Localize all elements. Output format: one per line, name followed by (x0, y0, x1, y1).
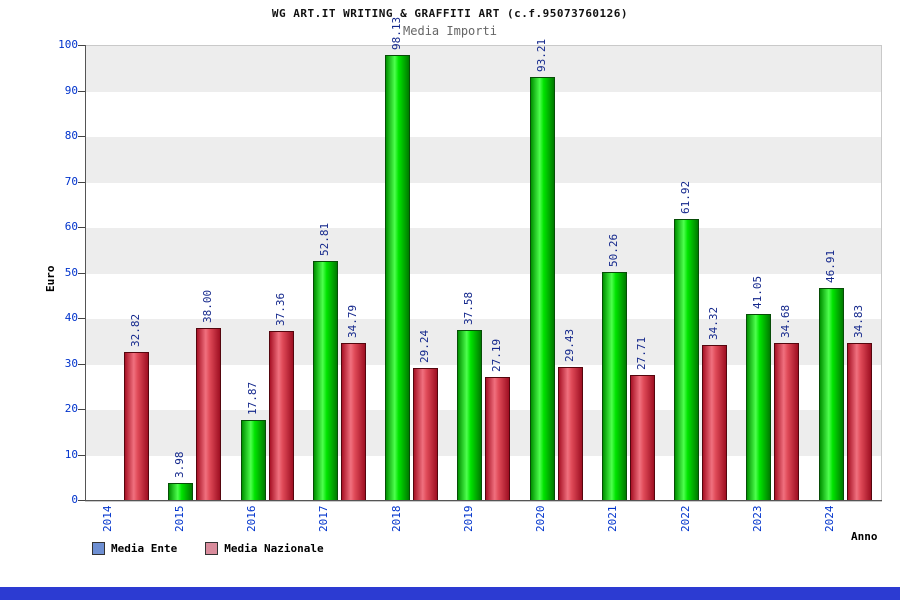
y-tick-label: 0 (71, 493, 78, 506)
legend-label-media-ente: Media Ente (111, 542, 178, 555)
bar-value-label: 32.82 (129, 313, 142, 347)
bar-media-ente (168, 482, 194, 501)
bar-media-nazionale (702, 344, 728, 501)
bar-value-label: 27.19 (490, 339, 504, 373)
bar-media-ente (385, 54, 411, 501)
bar-value-label: 29.24 (418, 329, 432, 363)
legend: Media Ente Media Nazionale (92, 542, 352, 555)
bar-media-ente (746, 314, 772, 501)
bar-value-label: 38.00 (201, 289, 215, 324)
bar-value-label: 93.21 (534, 38, 548, 72)
y-tick-label: 20 (64, 402, 78, 415)
y-tick-mark (78, 272, 85, 274)
y-tick-mark (78, 136, 85, 137)
bar-value-label: 27.71 (634, 336, 648, 370)
y-tick-mark (78, 500, 85, 501)
bar-media-nazionale (124, 351, 149, 501)
chart-title: WG ART.IT WRITING & GRAFFITI ART (c.f.95… (271, 7, 629, 20)
y-tick-label: 40 (64, 311, 78, 324)
bar-value-label: 34.79 (345, 304, 359, 338)
y-tick-mark (78, 227, 85, 228)
y-tick-label: 80 (64, 129, 78, 142)
bar-media-nazionale (774, 343, 800, 501)
bar-media-nazionale (340, 342, 366, 501)
bar-media-ente (818, 287, 844, 501)
y-tick-label: 30 (64, 356, 78, 370)
x-tick-label-2017: 2017 (317, 505, 331, 533)
x-tick-label-2018: 2018 (389, 505, 403, 533)
bar-value-label: 50.26 (606, 234, 620, 268)
legend-swatch-media-nazionale (205, 542, 219, 555)
y-tick-mark (78, 45, 85, 46)
x-tick-label-2024: 2024 (823, 505, 837, 533)
y-tick-mark (78, 409, 85, 410)
grid-band (86, 46, 881, 92)
y-tick-label: 50 (64, 265, 78, 279)
y-tick-label: 70 (64, 174, 78, 188)
y-tick-label: 90 (64, 83, 78, 97)
bar-media-nazionale (268, 331, 294, 501)
y-tick-mark (78, 363, 85, 365)
grid-band (86, 228, 881, 274)
x-axis-label: Anno (851, 530, 878, 543)
bar-value-label: 98.13 (390, 16, 404, 50)
bar-value-label: 46.91 (823, 249, 837, 283)
y-tick-mark (78, 318, 85, 319)
bar-media-nazionale (485, 377, 511, 501)
bar-media-ente (240, 419, 266, 501)
y-tick-label: 60 (64, 220, 78, 233)
x-tick-label-2014: 2014 (100, 505, 114, 533)
x-tick-label-2019: 2019 (461, 505, 475, 533)
y-tick-label: 10 (64, 447, 78, 461)
bar-value-label: 3.98 (173, 451, 187, 478)
legend-label-media-nazionale: Media Nazionale (224, 542, 324, 555)
bar-value-label: 34.83 (851, 304, 865, 338)
bar-media-ente (457, 330, 483, 501)
y-tick-mark (78, 454, 85, 456)
bar-value-label: 37.36 (273, 292, 287, 326)
x-tick-label-2023: 2023 (750, 505, 764, 533)
x-tick-label-2022: 2022 (678, 505, 692, 533)
bar-media-ente (312, 260, 338, 501)
x-axis-line (85, 500, 882, 501)
bar-value-label: 17.87 (245, 381, 259, 415)
bar-media-ente (674, 219, 700, 501)
bar-value-label: 34.32 (707, 306, 721, 340)
x-tick-label-2021: 2021 (606, 505, 620, 533)
plot-area (85, 45, 882, 502)
chart-subtitle: Media Importi (403, 24, 497, 38)
bar-media-ente (601, 272, 627, 501)
bar-media-ente (529, 76, 555, 501)
legend-swatch-media-ente (92, 542, 105, 555)
bar-value-label: 29.43 (562, 328, 576, 363)
y-tick-mark (78, 181, 85, 183)
bar-media-nazionale (557, 367, 583, 501)
bar-media-nazionale (413, 367, 439, 501)
y-tick-label: 100 (58, 38, 78, 51)
bar-media-nazionale (629, 374, 655, 501)
y-tick-mark (78, 90, 85, 92)
x-tick-label-2015: 2015 (172, 505, 186, 533)
y-axis-line (85, 45, 86, 501)
bar-value-label: 61.92 (679, 181, 693, 215)
bar-value-label: 41.05 (751, 276, 765, 310)
bar-media-nazionale (196, 328, 222, 501)
x-tick-label-2020: 2020 (534, 505, 548, 533)
bar-value-label: 34.68 (779, 305, 793, 339)
bar-value-label: 37.58 (462, 291, 476, 325)
bar-value-label: 52.81 (317, 222, 331, 256)
bar-media-nazionale (846, 342, 872, 501)
grid-band (86, 137, 881, 183)
x-tick-label-2016: 2016 (245, 505, 259, 533)
footer-bar (0, 587, 900, 600)
